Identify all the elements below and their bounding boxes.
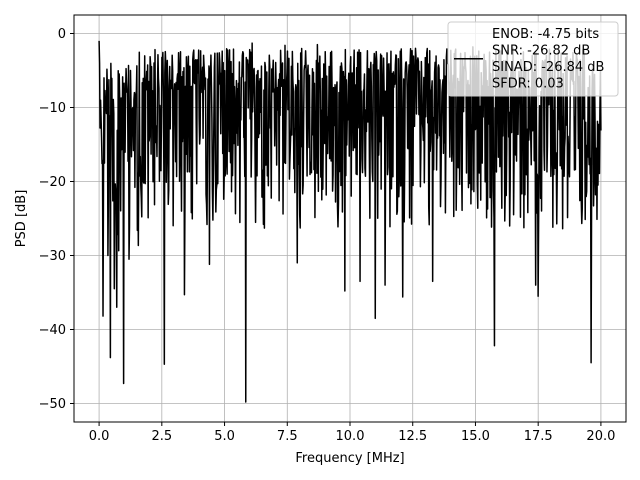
y-tick-label: −20 bbox=[39, 175, 66, 190]
legend-line: ENOB: -4.75 bits bbox=[492, 27, 599, 42]
x-tick-label: 2.5 bbox=[151, 429, 172, 444]
ticks: 0.0 2.5 5.0 7.5 10.0 12.5 15.0 17.5 20.0 0 −10 −20 −… bbox=[39, 27, 616, 444]
y-axis-label: PSD [dB] bbox=[14, 190, 29, 248]
legend-line: SFDR: 0.03 bbox=[492, 77, 564, 92]
x-tick-label: 5.0 bbox=[214, 429, 235, 444]
y-tick-label: −30 bbox=[39, 249, 66, 264]
x-tick-label: 17.5 bbox=[524, 429, 553, 444]
legend: ENOB: -4.75 bits SNR: -26.82 dB SINAD: -26… bbox=[447, 21, 619, 97]
x-tick-label: 10.0 bbox=[336, 429, 365, 444]
y-tick-label: −40 bbox=[39, 323, 66, 338]
x-tick-label: 0.0 bbox=[89, 429, 110, 444]
x-tick-label: 20.0 bbox=[586, 429, 615, 444]
legend-entry: ENOB: -4.75 bits SNR: -26.82 dB SINAD: -26… bbox=[492, 27, 604, 92]
y-tick-label: 0 bbox=[58, 27, 66, 42]
y-tick-label: −50 bbox=[39, 397, 66, 412]
legend-box bbox=[447, 21, 619, 97]
y-tick-label: −10 bbox=[39, 101, 66, 116]
x-tick-label: 15.0 bbox=[461, 429, 490, 444]
x-axis-label: Frequency [MHz] bbox=[295, 451, 404, 466]
legend-line: SINAD: -26.84 dB bbox=[492, 60, 604, 75]
x-tick-label: 7.5 bbox=[277, 429, 298, 444]
x-tick-label: 12.5 bbox=[398, 429, 427, 444]
legend-line: SNR: -26.82 dB bbox=[492, 44, 590, 59]
